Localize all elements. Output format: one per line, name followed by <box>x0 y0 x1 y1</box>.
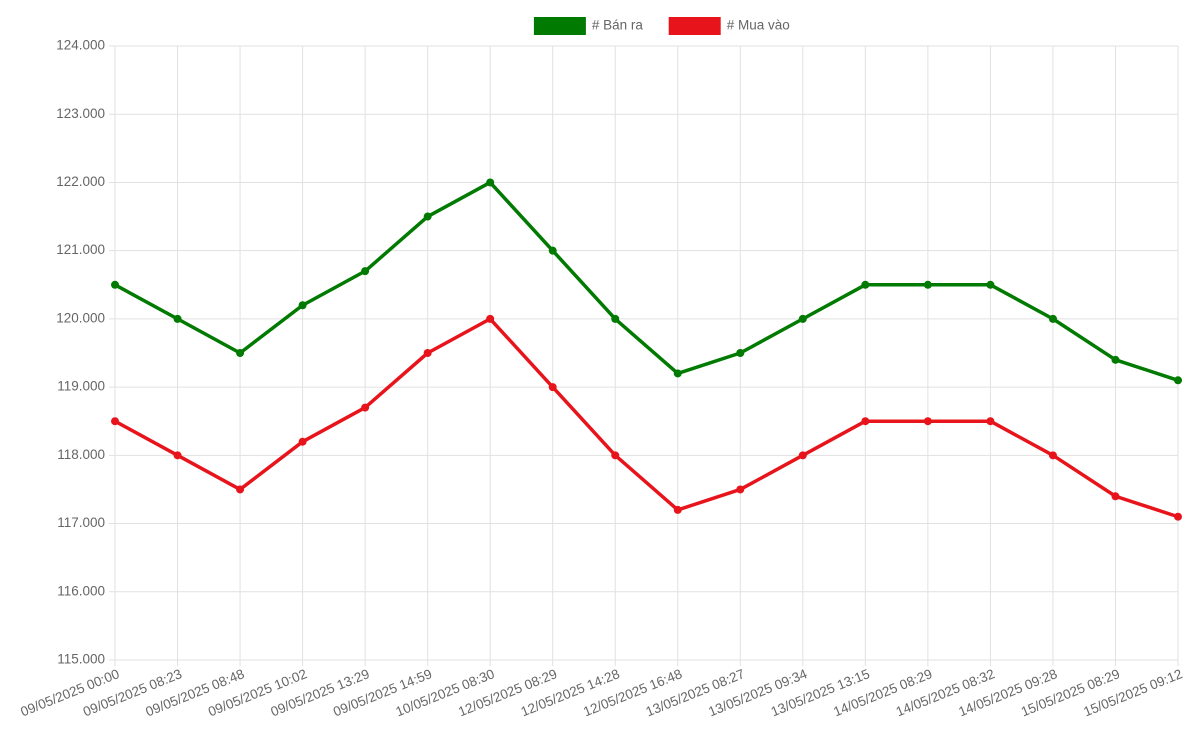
data-point <box>861 417 870 426</box>
data-point <box>236 349 245 357</box>
legend-label: # Bán ra <box>592 18 644 33</box>
data-point <box>361 403 370 412</box>
y-tick-label: 115.000 <box>57 652 105 667</box>
data-point <box>1048 314 1057 323</box>
data-point <box>736 485 745 494</box>
data-point <box>986 417 995 426</box>
data-point <box>798 314 807 323</box>
data-point <box>548 383 557 392</box>
data-point <box>673 369 682 378</box>
series-line <box>114 317 1179 519</box>
data-point <box>111 417 119 426</box>
y-tick-label: 118.000 <box>57 447 105 462</box>
legend-swatch <box>668 17 721 35</box>
y-tick-label: 122.000 <box>56 174 105 189</box>
data-point <box>173 314 182 323</box>
y-tick-label: 121.000 <box>56 242 105 257</box>
data-point <box>1111 355 1120 364</box>
data-point <box>423 349 432 357</box>
data-point <box>986 280 995 289</box>
data-point <box>923 417 932 426</box>
y-tick-label: 123.000 <box>56 106 105 121</box>
legend-label: # Mua vào <box>727 18 790 33</box>
data-point <box>486 314 495 323</box>
data-point <box>548 246 557 255</box>
series-line <box>114 180 1179 382</box>
data-point <box>1174 512 1182 521</box>
data-point <box>736 349 745 357</box>
data-point <box>1048 451 1057 460</box>
y-tick-label: 116.000 <box>57 583 105 598</box>
data-point <box>611 451 620 460</box>
data-point <box>1174 376 1182 385</box>
data-point <box>923 280 932 289</box>
data-point <box>111 280 119 289</box>
data-point <box>1111 492 1120 501</box>
data-point <box>236 485 245 494</box>
data-point <box>298 437 307 446</box>
y-tick-label: 124.000 <box>56 38 105 53</box>
y-tick-label: 120.000 <box>56 310 105 325</box>
data-point <box>298 301 307 310</box>
data-point <box>361 267 370 276</box>
data-point <box>861 280 870 289</box>
y-tick-label: 119.000 <box>57 379 105 394</box>
data-point <box>673 505 682 514</box>
data-point <box>486 178 495 187</box>
legend-swatch <box>533 17 586 35</box>
data-point <box>611 314 620 323</box>
y-tick-label: 117.000 <box>57 515 105 530</box>
data-point <box>798 451 807 460</box>
data-point <box>173 451 182 460</box>
data-point <box>423 212 432 221</box>
